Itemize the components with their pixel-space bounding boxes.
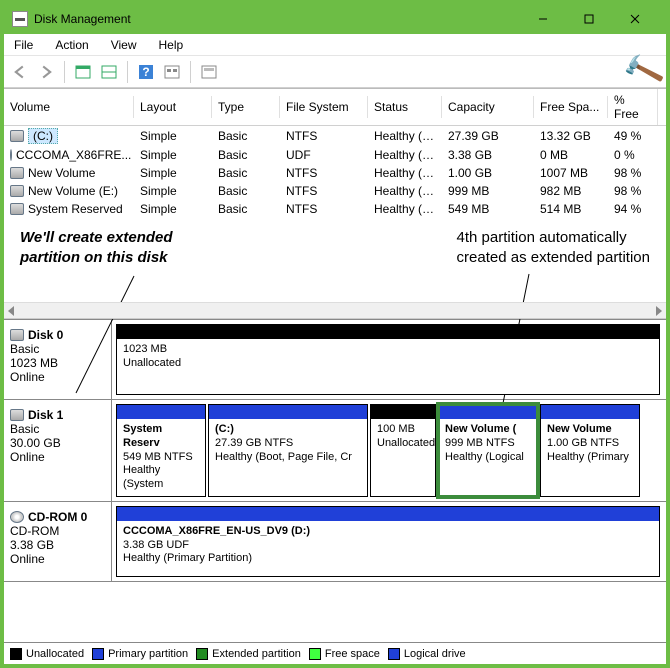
- close-button[interactable]: [612, 4, 658, 34]
- cd-partition[interactable]: CCCOMA_X86FRE_EN-US_DV9 (D:) 3.38 GB UDF…: [117, 521, 659, 576]
- annotation-left-1: We'll create extended: [20, 228, 173, 248]
- volume-icon: [10, 149, 12, 161]
- disk0-type: Basic: [10, 342, 105, 356]
- table-row[interactable]: New VolumeSimpleBasicNTFSHealthy (P...1.…: [4, 164, 666, 182]
- menu-action[interactable]: Action: [51, 36, 92, 54]
- annotation-right-1: 4th partition automatically: [457, 228, 650, 248]
- forward-button[interactable]: [34, 60, 58, 84]
- toolbar: ? 🔨: [4, 56, 666, 88]
- cd-type: CD-ROM: [10, 524, 105, 538]
- annotations: We'll create extended partition on this …: [4, 218, 666, 302]
- disk0-state: Online: [10, 370, 105, 384]
- help-button[interactable]: ?: [134, 60, 158, 84]
- table-row[interactable]: New Volume (E:)SimpleBasicNTFSHealthy (L…: [4, 182, 666, 200]
- cd-name: CD-ROM 0: [28, 510, 87, 524]
- col-type[interactable]: Type: [212, 96, 280, 118]
- disk1-size: 30.00 GB: [10, 436, 105, 450]
- col-status[interactable]: Status: [368, 96, 442, 118]
- disk1-type: Basic: [10, 422, 105, 436]
- col-layout[interactable]: Layout: [134, 96, 212, 118]
- volume-table: Volume Layout Type File System Status Ca…: [4, 88, 666, 218]
- menu-help[interactable]: Help: [155, 36, 188, 54]
- disk1-name: Disk 1: [28, 408, 63, 422]
- cd-icon: [10, 511, 24, 523]
- view-button-1[interactable]: [71, 60, 95, 84]
- volume-icon: [10, 130, 24, 142]
- disk1-p4[interactable]: New Volume 1.00 GB NTFS Healthy (Primary: [541, 419, 639, 496]
- disk0-name: Disk 0: [28, 328, 63, 342]
- col-pfree[interactable]: % Free: [608, 89, 658, 125]
- disk1-state: Online: [10, 450, 105, 464]
- cd-state: Online: [10, 552, 105, 566]
- view-button-4[interactable]: [197, 60, 221, 84]
- window-title: Disk Management: [34, 12, 520, 26]
- disk1-p3[interactable]: New Volume ( 999 MB NTFS Healthy (Logica…: [439, 419, 537, 496]
- disk-area: Disk 0 Basic 1023 MB Online 1023 MB Unal…: [4, 319, 666, 642]
- app-icon: [12, 11, 28, 27]
- disk-icon: [10, 409, 24, 421]
- legend-logical-sw: [388, 648, 400, 660]
- volume-icon: [10, 203, 24, 215]
- col-fs[interactable]: File System: [280, 96, 368, 118]
- table-header: Volume Layout Type File System Status Ca…: [4, 89, 666, 126]
- view-button-2[interactable]: [97, 60, 121, 84]
- annotation-right-2: created as extended partition: [457, 248, 650, 268]
- legend: Unallocated Primary partition Extended p…: [4, 642, 666, 664]
- legend-ext: Extended partition: [212, 648, 301, 660]
- col-capacity[interactable]: Capacity: [442, 96, 534, 118]
- disk1-p1[interactable]: (C:) 27.39 GB NTFS Healthy (Boot, Page F…: [209, 419, 367, 496]
- hammer-icon: 🔨: [620, 49, 667, 95]
- disk-icon: [10, 329, 24, 341]
- legend-unalloc: Unallocated: [26, 648, 84, 660]
- titlebar: Disk Management: [4, 4, 666, 34]
- volume-icon: [10, 167, 24, 179]
- legend-primary: Primary partition: [108, 648, 188, 660]
- horizontal-scrollbar[interactable]: [4, 302, 666, 319]
- disk0-size: 1023 MB: [10, 356, 105, 370]
- legend-unalloc-sw: [10, 648, 22, 660]
- disk-1-row: Disk 1 Basic 30.00 GB Online System Rese…: [4, 400, 666, 502]
- legend-logical: Logical drive: [404, 648, 466, 660]
- disk1-p2[interactable]: 100 MB Unallocated: [371, 419, 435, 496]
- cdrom-row: CD-ROM 0 CD-ROM 3.38 GB Online CCCOMA_X8…: [4, 502, 666, 582]
- back-button[interactable]: [8, 60, 32, 84]
- menu-view[interactable]: View: [107, 36, 141, 54]
- cd-size: 3.38 GB: [10, 538, 105, 552]
- legend-primary-sw: [92, 648, 104, 660]
- part-bar-unalloc: [117, 325, 659, 339]
- menu-file[interactable]: File: [10, 36, 37, 54]
- col-volume[interactable]: Volume: [4, 96, 134, 118]
- view-button-3[interactable]: [160, 60, 184, 84]
- table-row[interactable]: CCCOMA_X86FRE...SimpleBasicUDFHealthy (P…: [4, 146, 666, 164]
- menubar: File Action View Help: [4, 34, 666, 56]
- legend-free-sw: [309, 648, 321, 660]
- disk1-p0[interactable]: System Reserv 549 MB NTFS Healthy (Syste…: [117, 419, 205, 496]
- col-free[interactable]: Free Spa...: [534, 96, 608, 118]
- annotation-left-2: partition on this disk: [20, 248, 173, 268]
- disk-0-row: Disk 0 Basic 1023 MB Online 1023 MB Unal…: [4, 320, 666, 400]
- minimize-button[interactable]: [520, 4, 566, 34]
- disk0-partition[interactable]: 1023 MB Unallocated: [117, 339, 659, 394]
- legend-free: Free space: [325, 648, 380, 660]
- table-row[interactable]: (C:)SimpleBasicNTFSHealthy (B...27.39 GB…: [4, 126, 666, 146]
- legend-ext-sw: [196, 648, 208, 660]
- svg-text:?: ?: [142, 65, 149, 79]
- maximize-button[interactable]: [566, 4, 612, 34]
- volume-icon: [10, 185, 24, 197]
- table-row[interactable]: System ReservedSimpleBasicNTFSHealthy (S…: [4, 200, 666, 218]
